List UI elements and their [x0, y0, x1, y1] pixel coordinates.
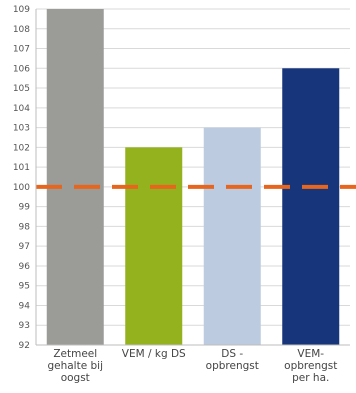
- y-tick-label: 105: [13, 84, 30, 94]
- category-label: opbrengst: [284, 360, 337, 372]
- y-tick-label: 95: [19, 282, 30, 292]
- y-tick-label: 98: [19, 222, 31, 232]
- bar-4: [282, 68, 340, 345]
- category-label: gehalte bij: [47, 360, 103, 372]
- category-label: opbrengst: [206, 360, 259, 372]
- category-label: oogst: [61, 372, 90, 384]
- y-tick-label: 97: [19, 242, 30, 252]
- y-tick-label: 92: [19, 341, 30, 351]
- y-tick-label: 109: [13, 5, 30, 15]
- y-tick-label: 93: [19, 321, 30, 331]
- y-tick-label: 104: [13, 104, 30, 114]
- y-tick-label: 103: [13, 124, 30, 134]
- y-tick-label: 108: [13, 25, 30, 35]
- category-label: DS -: [221, 348, 243, 360]
- y-tick-label: 107: [13, 45, 30, 55]
- bars: [46, 9, 340, 346]
- category-label: Zetmeel: [53, 348, 97, 360]
- bar-1: [46, 9, 104, 345]
- y-tick-label: 94: [19, 301, 31, 311]
- y-tick-label: 101: [13, 163, 30, 173]
- y-tick-label: 102: [13, 143, 30, 153]
- bar-3: [203, 127, 261, 346]
- y-tick-labels: 92 93 94 95 96 97 98 99 100 101 102 103 104 105 106 107…: [13, 5, 30, 351]
- y-tick-label: 100: [13, 183, 30, 193]
- category-label: VEM / kg DS: [122, 348, 186, 360]
- y-tick-label: 96: [19, 262, 31, 272]
- axes: [35, 9, 350, 346]
- category-label: per ha.: [292, 372, 329, 384]
- bar-2: [125, 147, 183, 345]
- y-tick-label: 99: [19, 203, 31, 213]
- category-label: VEM-: [297, 348, 324, 360]
- y-tick-label: 106: [13, 64, 30, 74]
